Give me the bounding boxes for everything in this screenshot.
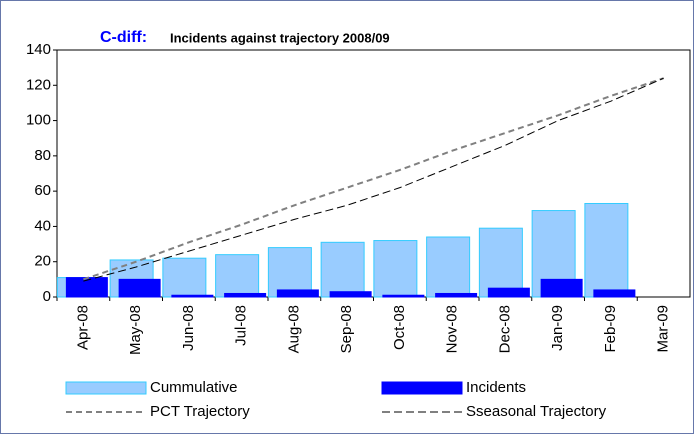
bar	[118, 278, 161, 298]
y-tick-label: 60	[34, 182, 51, 199]
bar	[584, 202, 629, 298]
y-tick-label: 20	[34, 253, 51, 270]
y-tick-label: 0	[43, 288, 51, 305]
bar	[435, 292, 478, 298]
x-tick-label: Aug-08	[285, 305, 302, 353]
x-tick-label: Apr-08	[74, 305, 91, 350]
legend-swatch	[65, 381, 147, 395]
bar	[329, 291, 372, 298]
bar	[373, 240, 418, 298]
x-tick-label: Sep-08	[338, 305, 355, 353]
x-tick-label: Mar-09	[655, 305, 672, 353]
y-tick-label: 100	[26, 112, 51, 129]
x-tick-label: Dec-08	[496, 305, 513, 353]
legend-label: Cummulative	[150, 379, 238, 396]
legend-label: PCT Trajectory	[150, 403, 250, 420]
bar	[267, 247, 312, 298]
bar	[382, 294, 425, 298]
legend-label: Incidents	[466, 379, 526, 396]
x-tick-label: May-08	[127, 305, 144, 355]
y-tick-label: 40	[34, 217, 51, 234]
line-series	[83, 77, 664, 282]
bar	[487, 287, 530, 298]
y-tick-label: 120	[26, 76, 51, 93]
bar	[593, 289, 636, 298]
bar	[171, 294, 214, 298]
bar	[276, 289, 319, 298]
chart-title-prefix: C-diff:	[100, 29, 147, 46]
x-tick-label: Jan-09	[549, 305, 566, 351]
x-tick-label: Oct-08	[391, 305, 408, 350]
bar	[162, 257, 207, 298]
legend-swatch	[381, 381, 463, 395]
bar	[215, 254, 260, 298]
y-tick-label: 140	[26, 41, 51, 58]
x-tick-label: Jun-08	[180, 305, 197, 351]
bar	[426, 236, 471, 298]
line-series	[83, 77, 664, 281]
chart-title: Incidents against trajectory 2008/09	[170, 30, 390, 45]
x-tick-label: Feb-09	[602, 305, 619, 353]
bar	[478, 227, 523, 298]
legend-label: Sseasonal Trajectory	[466, 403, 607, 420]
y-tick-label: 80	[34, 147, 51, 164]
x-tick-label: Nov-08	[444, 305, 461, 353]
bar	[540, 278, 583, 298]
x-tick-label: Jul-08	[233, 305, 250, 346]
bar	[224, 292, 267, 298]
bar	[320, 241, 365, 298]
